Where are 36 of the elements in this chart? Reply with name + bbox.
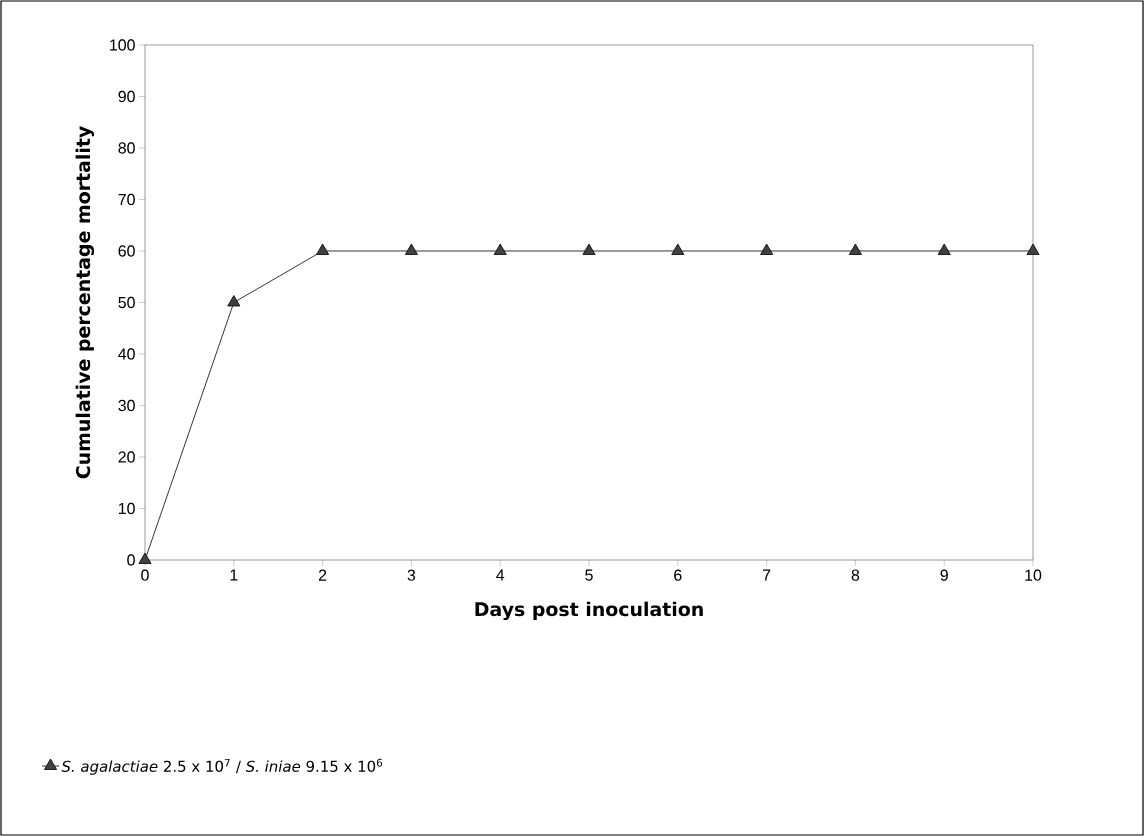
legend-label: S. agalactiae 2.5 x 10$^{7}$ / S. iniae 9.15 x 10$^{6}$ bbox=[61, 758, 383, 775]
point bbox=[227, 295, 241, 307]
point bbox=[404, 243, 418, 255]
x-tick-label: 1 bbox=[230, 569, 238, 581]
point bbox=[937, 243, 951, 255]
y-tick-label: 40 bbox=[118, 348, 135, 360]
y-tick-label: 80 bbox=[118, 142, 135, 154]
x-tick-label: 9 bbox=[940, 569, 948, 581]
y-tick-label: 10 bbox=[118, 502, 135, 515]
x-tick-label: 7 bbox=[762, 569, 771, 581]
x-tick-label: 2 bbox=[318, 569, 327, 581]
x-tick-label: 6 bbox=[674, 569, 682, 581]
y-tick-label: 30 bbox=[118, 399, 135, 412]
x-tick-label: 4 bbox=[496, 569, 505, 581]
point bbox=[316, 243, 330, 255]
point bbox=[671, 243, 685, 255]
x-tick-label: 0 bbox=[141, 569, 149, 581]
y-tick-label: 20 bbox=[118, 451, 135, 463]
y-tick-label: 90 bbox=[118, 90, 135, 103]
x-tick-label: 8 bbox=[851, 569, 860, 581]
y-tick-label: 50 bbox=[118, 296, 135, 309]
x-tick-label: 3 bbox=[407, 569, 416, 581]
point bbox=[582, 243, 596, 255]
x-tick-label: 5 bbox=[585, 569, 593, 581]
y-tick-label: 0 bbox=[127, 554, 135, 566]
y-tick-label: 70 bbox=[118, 193, 135, 206]
point bbox=[493, 243, 507, 255]
point bbox=[1026, 243, 1040, 255]
y-tick-label: 60 bbox=[118, 245, 135, 257]
point bbox=[848, 243, 862, 255]
y-axis-title: Cumulative percentage mortality bbox=[75, 126, 95, 479]
x-axis-title: Days post inoculation bbox=[475, 601, 703, 621]
x-tick-label: 10 bbox=[1025, 569, 1042, 581]
point bbox=[138, 552, 152, 564]
point bbox=[760, 243, 774, 255]
y-tick-label: 100 bbox=[110, 39, 135, 51]
